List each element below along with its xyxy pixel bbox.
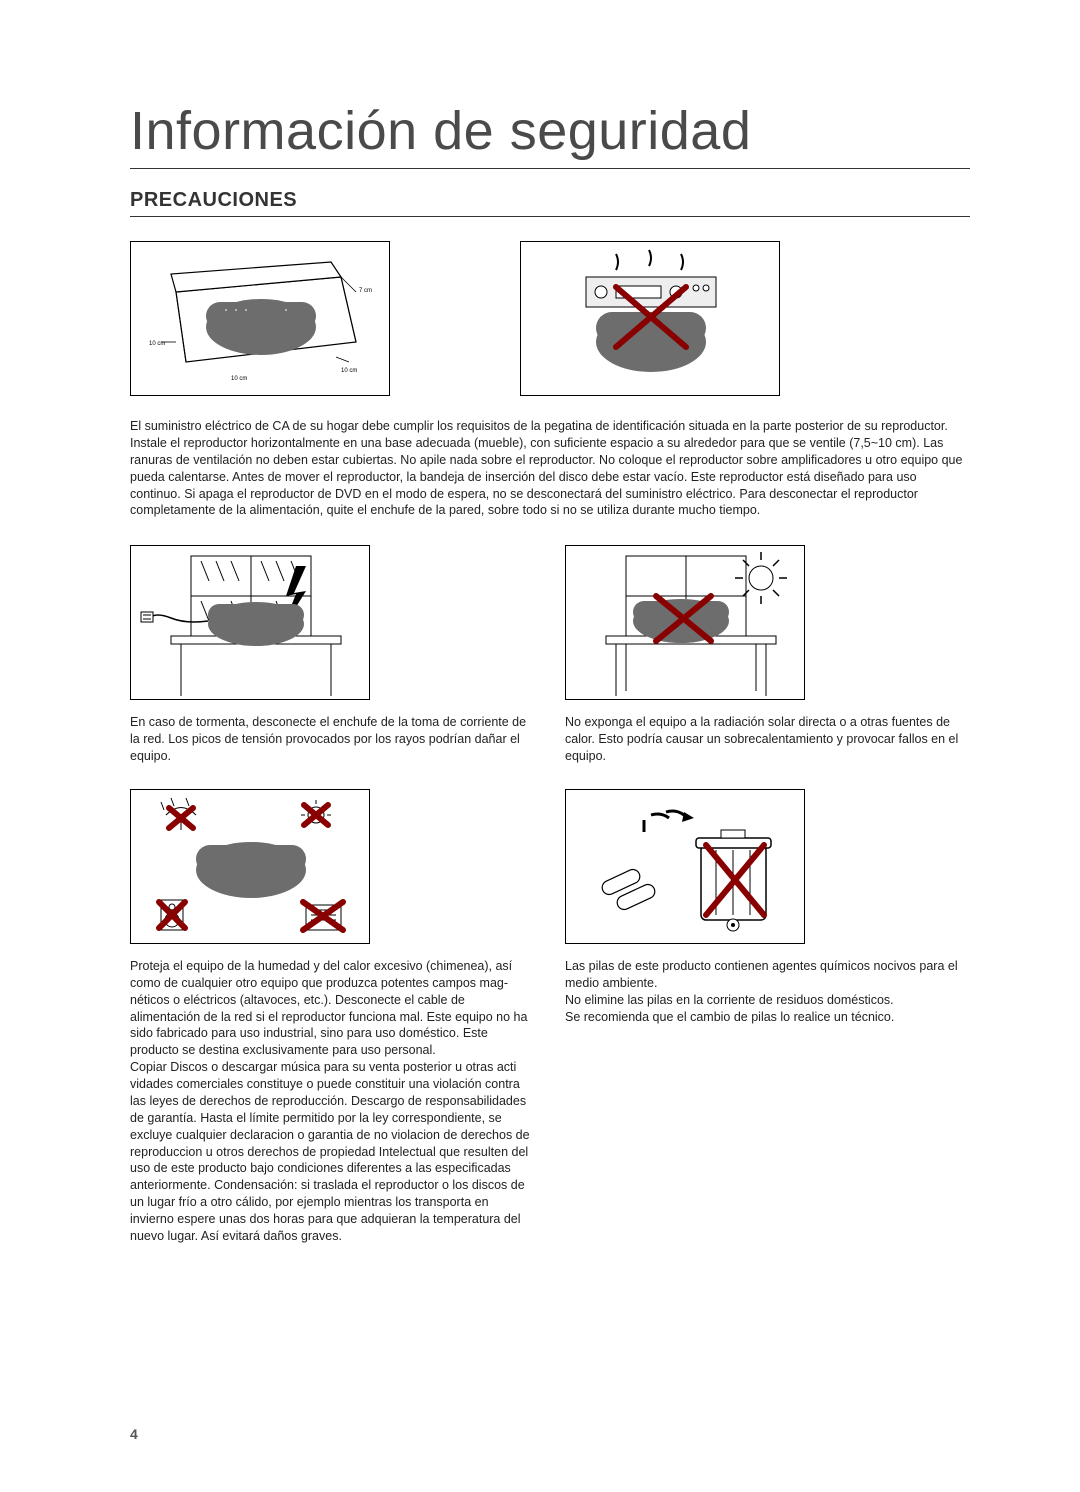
- diagram-storm: [130, 545, 370, 700]
- diagram-environment: [130, 789, 370, 944]
- section-heading: PRECAUCIONES: [130, 189, 970, 217]
- diagram-no-stack: [520, 241, 780, 396]
- diagram-clearance: 7 cm 10 cm 10 cm 10 cm: [130, 241, 390, 396]
- body-paragraph: El suministro eléctrico de CA de su hoga…: [130, 418, 970, 519]
- caption-storm: En caso de tormenta, desconecte el enchu…: [130, 714, 535, 765]
- diagram-batteries: [565, 789, 805, 944]
- label-right: 10 cm: [341, 368, 357, 374]
- diagram-sunlight: [565, 545, 805, 700]
- caption-sun: No exponga el equipo a la radiación sola…: [565, 714, 970, 765]
- caption-humidity: Proteja el equipo de la humedad y del ca…: [130, 958, 535, 1245]
- mid-row-1: En caso de tormenta, desconecte el enchu…: [130, 545, 970, 789]
- label-left: 10 cm: [149, 341, 165, 347]
- caption-batteries: Las pilas de este producto contienen age…: [565, 958, 970, 1026]
- mid-row-2: Proteja el equipo de la humedad y del ca…: [130, 789, 970, 1245]
- page-title: Información de seguridad: [130, 100, 970, 169]
- label-bottom: 10 cm: [231, 376, 247, 382]
- label-top: 7 cm: [359, 288, 372, 294]
- manual-page: Información de seguridad PRECAUCIONES 7: [0, 0, 1080, 1285]
- top-diagram-row: 7 cm 10 cm 10 cm 10 cm: [130, 241, 970, 396]
- page-number: 4: [130, 1426, 138, 1442]
